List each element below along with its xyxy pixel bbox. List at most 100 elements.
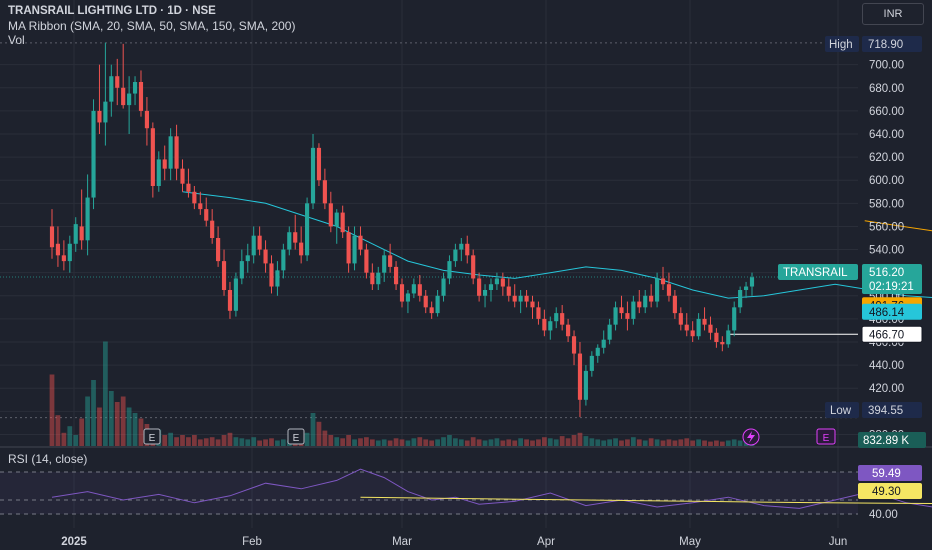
candle-body	[548, 321, 553, 331]
volume-bar	[138, 418, 144, 446]
volume-bar	[340, 438, 346, 446]
candle-body	[625, 313, 630, 319]
candle-body	[524, 295, 529, 302]
volume-bar	[470, 437, 476, 446]
volume-bar	[251, 437, 257, 446]
volume-bar	[346, 435, 351, 446]
rsi-value-tag-bg	[858, 465, 922, 481]
candle-body	[732, 307, 737, 331]
candle-body	[257, 235, 262, 250]
candle-body	[453, 249, 458, 262]
candle-body	[227, 290, 233, 311]
volume-bar	[654, 439, 660, 446]
candle-body	[239, 261, 244, 279]
candle-body	[49, 226, 55, 248]
high-value-tag: 718.90	[862, 36, 922, 52]
sma20-value-tag-text: 486.14	[869, 307, 905, 319]
volume-bar	[61, 432, 67, 446]
candle-body	[97, 110, 102, 123]
candle-body	[749, 277, 755, 287]
lightning-icon	[742, 428, 760, 446]
earnings-marker-label: E	[293, 433, 300, 444]
volume-bar	[103, 341, 108, 446]
candle-body	[405, 293, 411, 302]
time-tick-label: Jun	[829, 536, 848, 548]
volume-bar	[458, 439, 464, 446]
candle-body	[637, 301, 642, 308]
earnings-marker-label: E	[149, 433, 156, 444]
rsi-ma-value-tag: 49.30	[858, 483, 922, 499]
candle-body	[322, 180, 327, 204]
time-tick-label: 2025	[61, 536, 87, 548]
candle-body	[340, 212, 345, 233]
volume-value-tag-text: 832.89 K	[863, 435, 909, 447]
candle-body	[103, 101, 108, 123]
volume-bar	[352, 439, 357, 446]
candle-body	[542, 318, 547, 331]
candle-body	[79, 226, 84, 241]
candle-body	[441, 278, 446, 296]
low-tag-bg	[825, 402, 859, 418]
volume-bar	[73, 435, 79, 446]
time-tick-label: Feb	[242, 536, 262, 548]
volume-bar	[559, 436, 565, 446]
price-axis: 380.00400.00420.00440.00460.00480.00500.…	[869, 60, 904, 442]
volume-bar	[453, 438, 458, 446]
volume-bar	[737, 440, 743, 446]
candle-body	[138, 82, 144, 111]
candle-body	[465, 243, 470, 256]
volume-bar	[280, 439, 286, 446]
low-tag: Low	[825, 402, 859, 418]
volume-bar	[589, 438, 595, 446]
candle-body	[506, 286, 511, 296]
volume-bar	[328, 435, 334, 446]
rsi-ma-value-tag-bg	[858, 483, 922, 499]
volume-bar	[97, 407, 102, 446]
volume-bar	[613, 438, 618, 446]
candle-body	[571, 336, 577, 354]
rsi-band	[0, 472, 858, 514]
candle-body	[269, 263, 274, 287]
volume-legend[interactable]: Vol	[8, 33, 25, 47]
volume-bar	[233, 437, 239, 446]
candle-body	[583, 370, 588, 400]
volume-value-tag-bg	[858, 432, 926, 448]
candle-body	[55, 243, 61, 256]
candle-body	[613, 307, 618, 325]
high-tag-bg	[825, 36, 859, 52]
candle-body	[411, 284, 416, 294]
candle-body	[221, 261, 227, 290]
volume-bar	[197, 439, 203, 446]
volume-bar	[506, 439, 512, 446]
rsi-ma-value-tag-text: 49.30	[872, 486, 901, 498]
currency-button[interactable]: INR	[862, 3, 924, 25]
volume-bar	[399, 439, 405, 446]
volume-bar	[518, 438, 524, 446]
candle-body	[619, 307, 624, 314]
volume-bar	[180, 435, 185, 446]
candle-body	[429, 307, 434, 314]
earnings-marker-label: E	[823, 433, 830, 444]
price-tick-label: 540.00	[869, 245, 904, 257]
candle-body	[370, 272, 375, 285]
volume-bar	[648, 438, 654, 446]
volume-bar	[512, 440, 518, 446]
candles	[49, 42, 755, 418]
volume-bar	[257, 440, 262, 446]
volume-value-tag: 832.89 K	[858, 432, 926, 448]
rsi-value-tag: 59.49	[858, 465, 922, 481]
candle-body	[566, 324, 571, 337]
volume-bar	[310, 413, 316, 446]
high-tag: High	[825, 36, 859, 52]
ma-ribbon-legend[interactable]: MA Ribbon (SMA, 20, SMA, 50, SMA, 150, S…	[8, 19, 296, 33]
rsi-legend[interactable]: RSI (14, close)	[8, 452, 88, 466]
volume-bar	[464, 440, 470, 446]
candle-body	[743, 286, 749, 290]
candle-body	[174, 136, 179, 169]
volume-bar	[642, 440, 648, 446]
earnings-marker: E	[287, 428, 305, 445]
rsi-ma-line	[360, 496, 932, 504]
candle-body	[192, 191, 197, 204]
volume-bar	[601, 440, 607, 446]
